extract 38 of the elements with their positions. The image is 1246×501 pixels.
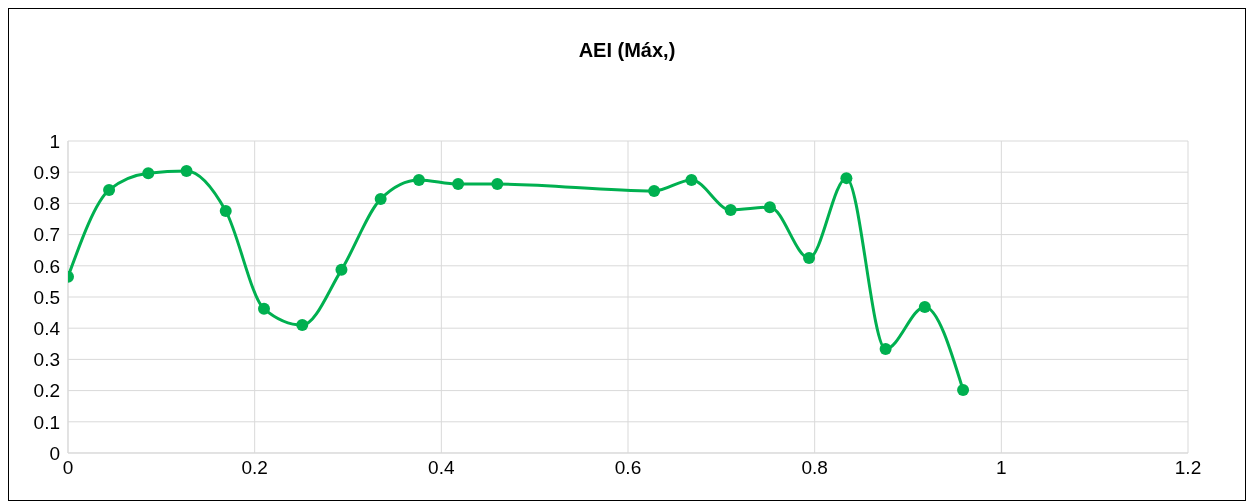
point bbox=[957, 383, 970, 396]
point bbox=[296, 319, 309, 332]
y-tick-label: 0.3 bbox=[33, 349, 60, 371]
point bbox=[412, 174, 425, 186]
y-tick-label: 0.4 bbox=[33, 317, 61, 339]
x-tick-label: 1 bbox=[996, 457, 1007, 479]
x-tick-label: 0.2 bbox=[241, 457, 268, 479]
y-tick-label: 0.2 bbox=[33, 380, 60, 402]
point bbox=[142, 167, 155, 180]
y-tick-label: 0.1 bbox=[33, 411, 60, 433]
point bbox=[452, 178, 465, 191]
point bbox=[258, 302, 270, 315]
y-tick-label: 1 bbox=[49, 130, 60, 152]
point bbox=[763, 201, 776, 214]
point bbox=[648, 184, 661, 197]
point bbox=[335, 263, 348, 276]
x-tick-label: 0.4 bbox=[428, 457, 455, 479]
point bbox=[374, 193, 387, 206]
point bbox=[918, 300, 931, 313]
x-tick-label: 1.2 bbox=[1174, 457, 1202, 479]
point bbox=[180, 164, 193, 177]
point bbox=[219, 204, 232, 217]
point bbox=[491, 178, 504, 191]
x-tick-label: 0.8 bbox=[801, 457, 828, 479]
point bbox=[103, 183, 116, 196]
y-tick-label: 0.8 bbox=[33, 193, 60, 215]
point bbox=[840, 172, 853, 185]
y-tick-label: 0 bbox=[49, 442, 60, 464]
point bbox=[724, 203, 737, 216]
y-tick-label: 0.7 bbox=[33, 224, 60, 246]
y-tick-label: 0.9 bbox=[33, 161, 60, 183]
y-tick-label: 0.6 bbox=[33, 255, 60, 277]
chart-title: AEI (Máx,) bbox=[577, 39, 677, 62]
x-tick-label: 0.6 bbox=[614, 457, 642, 479]
y-tick-label: 0.5 bbox=[33, 286, 60, 308]
point bbox=[879, 343, 892, 356]
point bbox=[685, 174, 698, 186]
point bbox=[803, 252, 816, 264]
